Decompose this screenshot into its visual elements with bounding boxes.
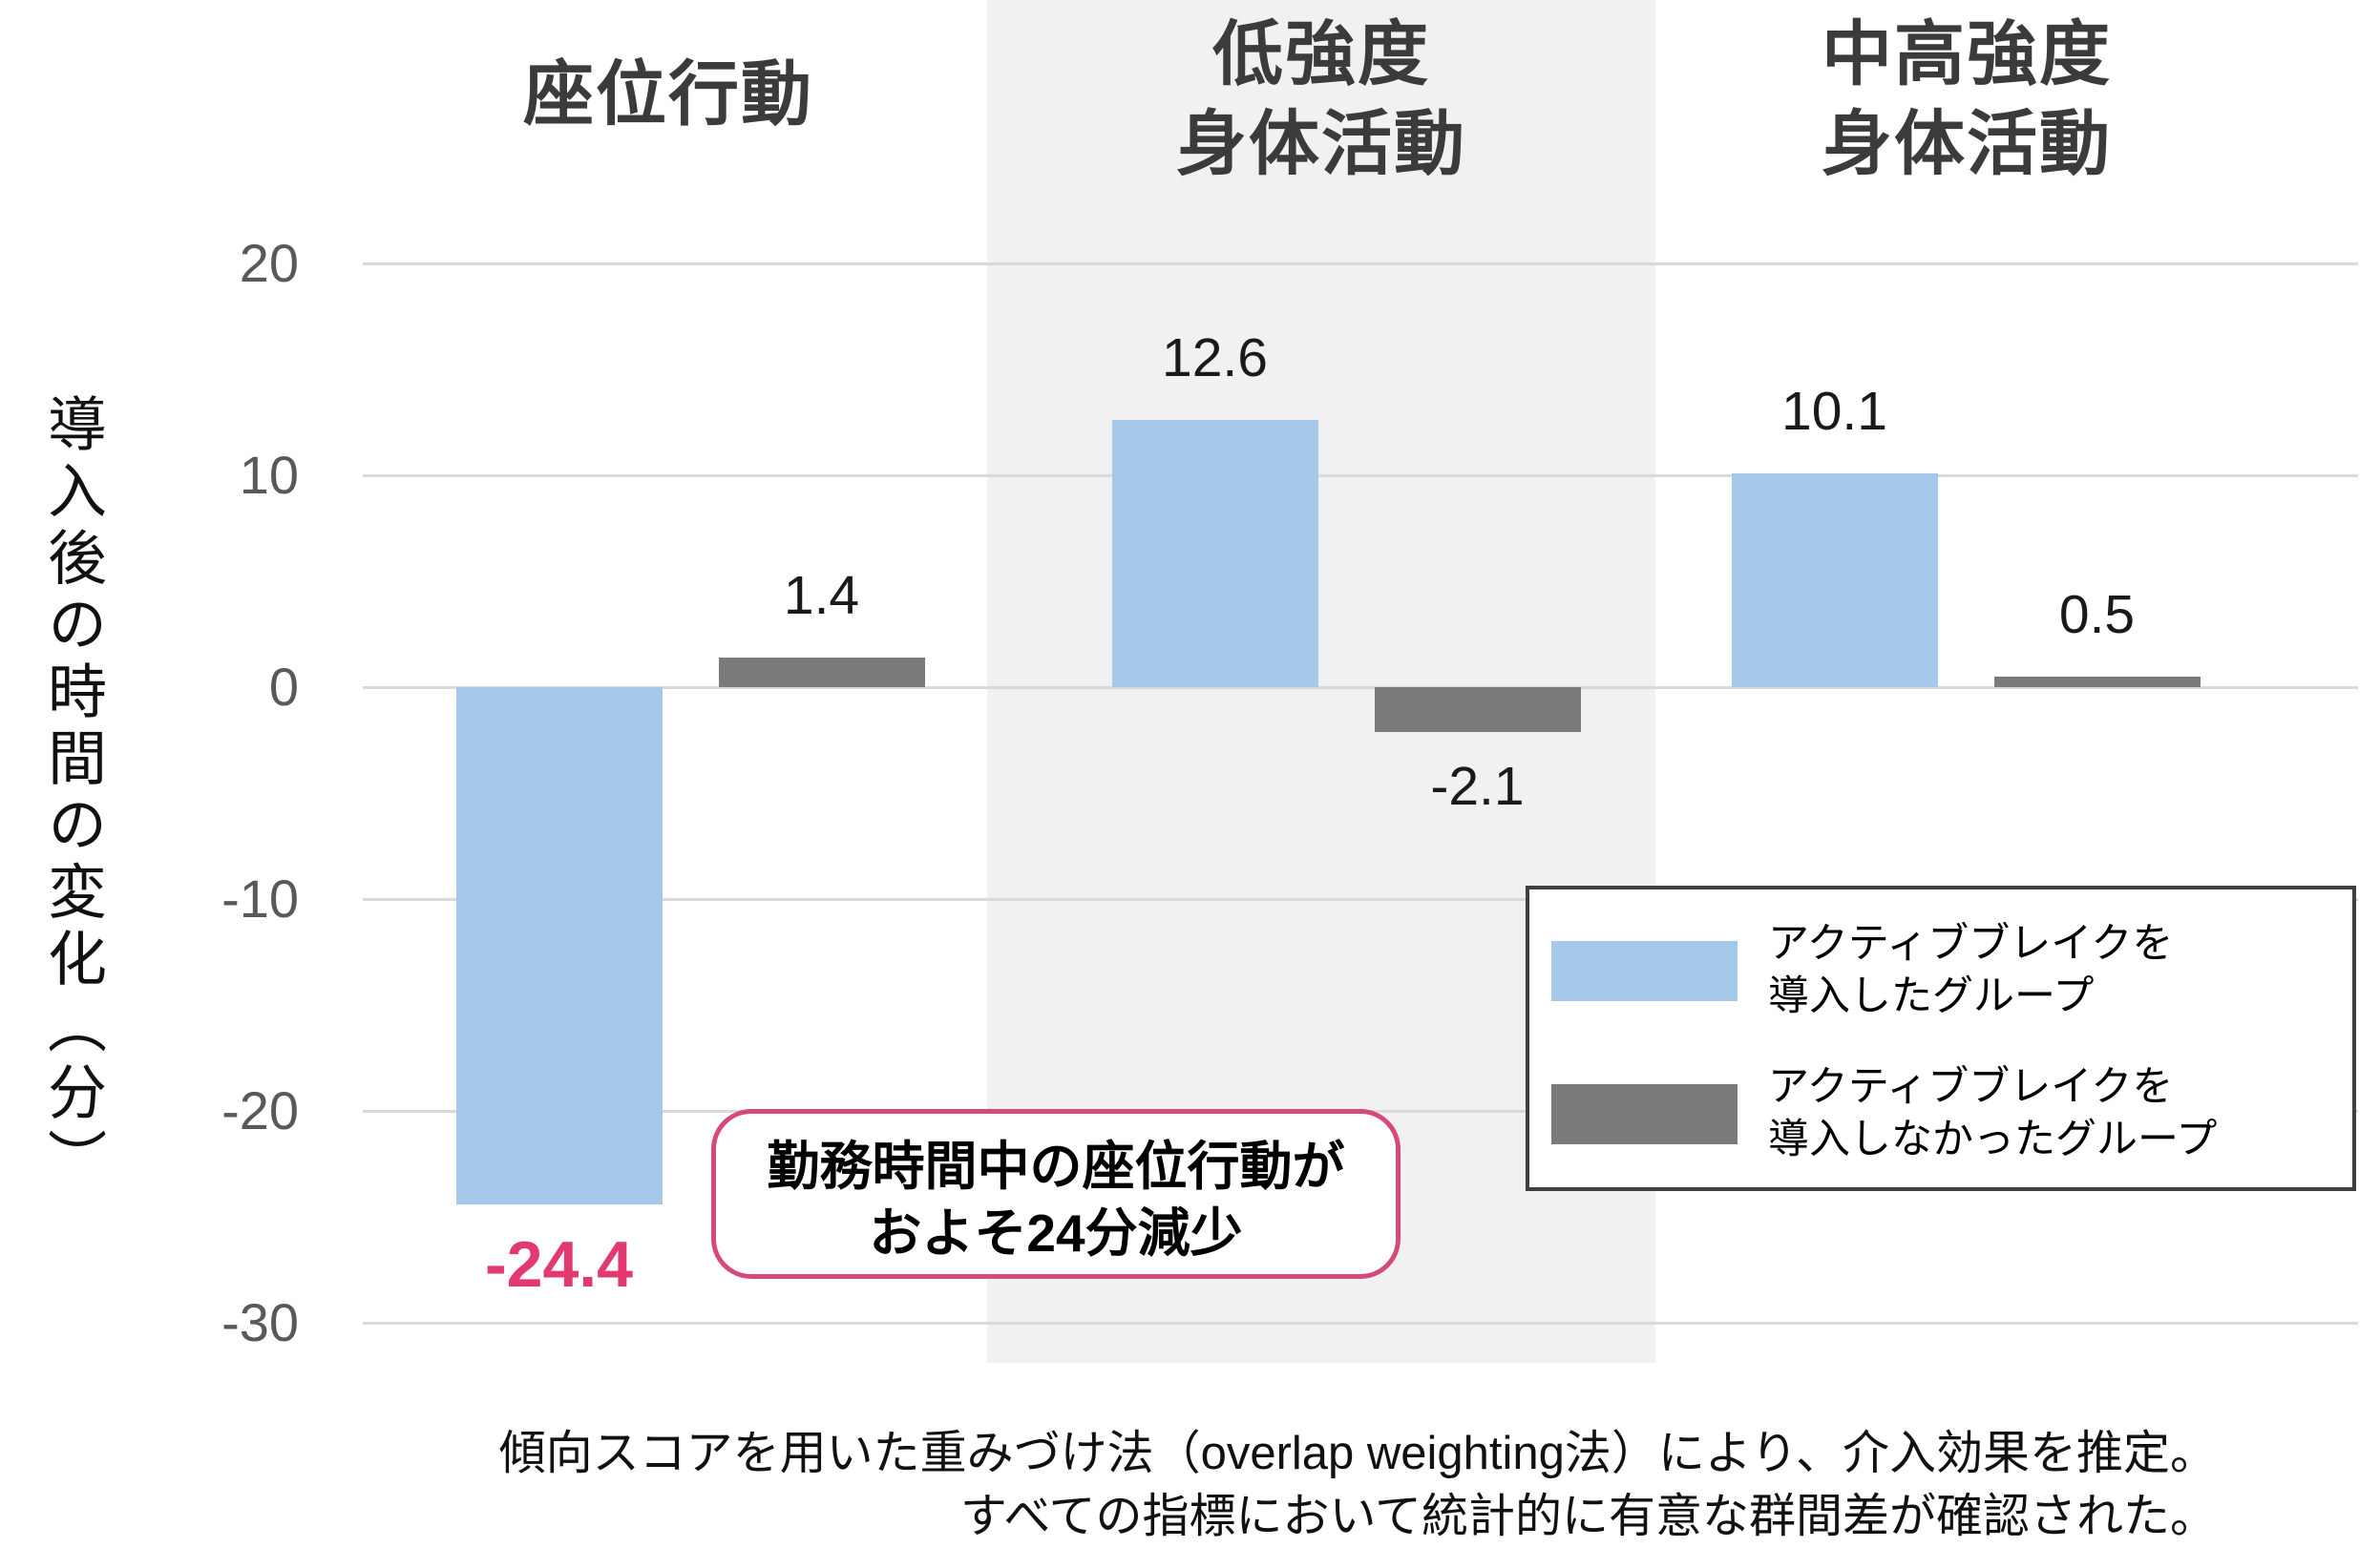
bar-value-label: 10.1 (1781, 380, 1887, 442)
legend-item: アクティブブレイクを 導入したグループ (1551, 909, 2173, 1033)
bar-value-label: 12.6 (1162, 327, 1268, 389)
y-tick-label: -30 (221, 1292, 299, 1352)
category-header: 座位行動 (363, 50, 974, 139)
legend-label: アクティブブレイクを 導入したグループ (1768, 918, 2173, 1023)
footnote: 傾向スコアを用いた重みづけ法（overlap weighting法）により、介入… (499, 1422, 2217, 1548)
bar-value-label: -24.4 (485, 1227, 633, 1301)
legend-label: アクティブブレイクを 導入しなかったグループ (1768, 1061, 2217, 1166)
legend-swatch (1551, 1083, 1738, 1144)
gridline (363, 897, 2358, 901)
category-header-line: 中高強度 (1822, 14, 2112, 94)
legend-label-line: 導入したグループ (1768, 973, 2095, 1019)
annotation-callout: 勤務時間中の座位行動が およそ24分減少 (711, 1109, 1401, 1279)
bar-value-label: 0.5 (2058, 583, 2136, 645)
legend-label-line: アクティブブレイクを (1768, 921, 2174, 967)
bar-intervention-2 (1731, 472, 1938, 687)
category-header-line: 低強度 (1212, 14, 1430, 94)
legend-swatch (1551, 940, 1738, 1001)
bar-control-2 (1993, 676, 2201, 687)
category-header-line: 身体活動 (1176, 104, 1466, 183)
y-tick-label: 20 (239, 233, 299, 293)
gridline (363, 261, 2358, 265)
y-tick-label: -20 (221, 1080, 299, 1140)
bar-value-label: 1.4 (783, 564, 860, 626)
annotation-line: 勤務時間中の座位行動が (767, 1137, 1345, 1196)
bar-intervention-0 (455, 687, 663, 1204)
y-tick-label: 0 (268, 657, 299, 717)
gridline (363, 473, 2358, 477)
gridline (363, 685, 2358, 689)
category-header: 低強度 身体活動 (1016, 10, 1627, 189)
legend: アクティブブレイクを 導入したグループ アクティブブレイクを 導入しなかったグループ (1526, 886, 2356, 1191)
annotation-line: およそ24分減少 (869, 1203, 1243, 1263)
y-tick-label: -10 (221, 868, 299, 929)
category-header-line: 身体活動 (1822, 104, 2112, 183)
bar-control-0 (718, 657, 925, 687)
y-tick-label: 10 (239, 445, 299, 505)
bar-intervention-1 (1111, 420, 1318, 687)
legend-label-line: 導入しなかったグループ (1768, 1117, 2218, 1162)
legend-item: アクティブブレイクを 導入しなかったグループ (1551, 1052, 2217, 1176)
footnote-line: 傾向スコアを用いた重みづけ法（overlap weighting法）により、介入… (498, 1428, 2217, 1479)
y-axis-title: 導入後の時間の変化（分） (38, 393, 104, 1195)
category-header: 中高強度 身体活動 (1661, 10, 2272, 189)
bar-control-1 (1374, 687, 1581, 732)
footnote-line: すべての指標において統計的に有意な群間差が確認された。 (959, 1491, 2217, 1542)
bar-value-label: -2.1 (1430, 755, 1525, 817)
gridline (363, 1321, 2358, 1325)
category-header-line: 座位行動 (523, 54, 813, 134)
legend-label-line: アクティブブレイクを (1768, 1064, 2174, 1110)
